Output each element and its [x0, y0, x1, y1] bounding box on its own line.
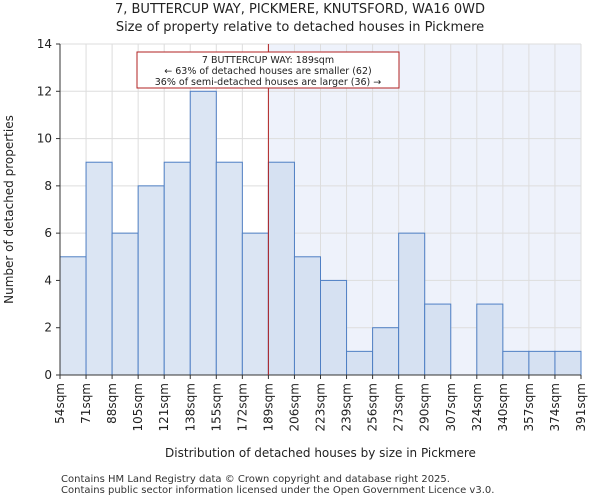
- bar: [502, 350, 530, 376]
- bar: [398, 232, 426, 376]
- x-tick-label: 307sqm: [444, 383, 458, 431]
- x-tick-label: 172sqm: [235, 383, 249, 431]
- y-tick-label: 2: [44, 321, 52, 335]
- y-tick-label: 6: [44, 226, 52, 240]
- x-tick-label: 239sqm: [340, 383, 354, 431]
- y-tick-label: 0: [44, 368, 52, 382]
- y-axis-title: Number of detached properties: [2, 115, 16, 304]
- bar: [293, 256, 322, 376]
- bar: [59, 256, 87, 376]
- annotation-box: [136, 51, 400, 89]
- bar: [346, 350, 374, 376]
- bar: [267, 161, 295, 376]
- y-tick-label: 10: [37, 132, 52, 146]
- y-tick-label: 12: [37, 84, 52, 98]
- x-tick-label: 105sqm: [131, 383, 145, 431]
- footer-line-1: Contains HM Land Registry data © Crown c…: [61, 474, 450, 485]
- bar: [424, 303, 452, 376]
- x-tick-label: 290sqm: [418, 383, 432, 431]
- x-tick-label: 391sqm: [574, 383, 588, 431]
- bar: [241, 232, 269, 376]
- x-tick-label: 88sqm: [105, 383, 119, 424]
- bar: [372, 327, 400, 376]
- x-tick-label: 340sqm: [496, 383, 510, 431]
- x-tick-label: 54sqm: [53, 383, 67, 424]
- x-tick-label: 324sqm: [470, 383, 484, 431]
- footer-line-2: Contains public sector information licen…: [61, 485, 495, 496]
- x-tick-label: 357sqm: [522, 383, 536, 431]
- bar: [528, 350, 556, 376]
- x-tick-label: 155sqm: [209, 383, 223, 431]
- bar: [215, 161, 243, 376]
- x-tick-label: 189sqm: [261, 383, 275, 431]
- annotation-line: ← 63% of detached houses are smaller (62…: [164, 66, 371, 77]
- y-tick-label: 4: [44, 273, 52, 287]
- annotation-line: 7 BUTTERCUP WAY: 189sqm: [202, 55, 334, 66]
- chart-title: 7, BUTTERCUP WAY, PICKMERE, KNUTSFORD, W…: [114, 2, 486, 17]
- bar: [554, 350, 582, 376]
- bar: [163, 161, 191, 376]
- y-tick-label: 8: [44, 179, 52, 193]
- x-tick-label: 273sqm: [392, 383, 406, 431]
- x-tick-label: 206sqm: [287, 383, 301, 431]
- bar: [189, 90, 217, 376]
- x-tick-label: 223sqm: [314, 383, 328, 431]
- annotation-line: 36% of semi-detached houses are larger (…: [155, 77, 382, 88]
- x-tick-label: 138sqm: [183, 383, 197, 431]
- y-tick-label: 14: [37, 37, 52, 51]
- x-tick-label: 374sqm: [548, 383, 562, 431]
- x-tick-label: 121sqm: [157, 383, 171, 431]
- chart-subtitle: Size of property relative to detached ho…: [115, 20, 485, 35]
- bar: [137, 185, 165, 376]
- x-tick-label: 71sqm: [79, 383, 93, 424]
- bar: [476, 303, 504, 376]
- x-axis-title: Distribution of detached houses by size …: [165, 446, 476, 460]
- bar: [320, 279, 348, 376]
- bar: [85, 161, 113, 376]
- bar: [111, 232, 139, 376]
- x-tick-label: 256sqm: [366, 383, 380, 431]
